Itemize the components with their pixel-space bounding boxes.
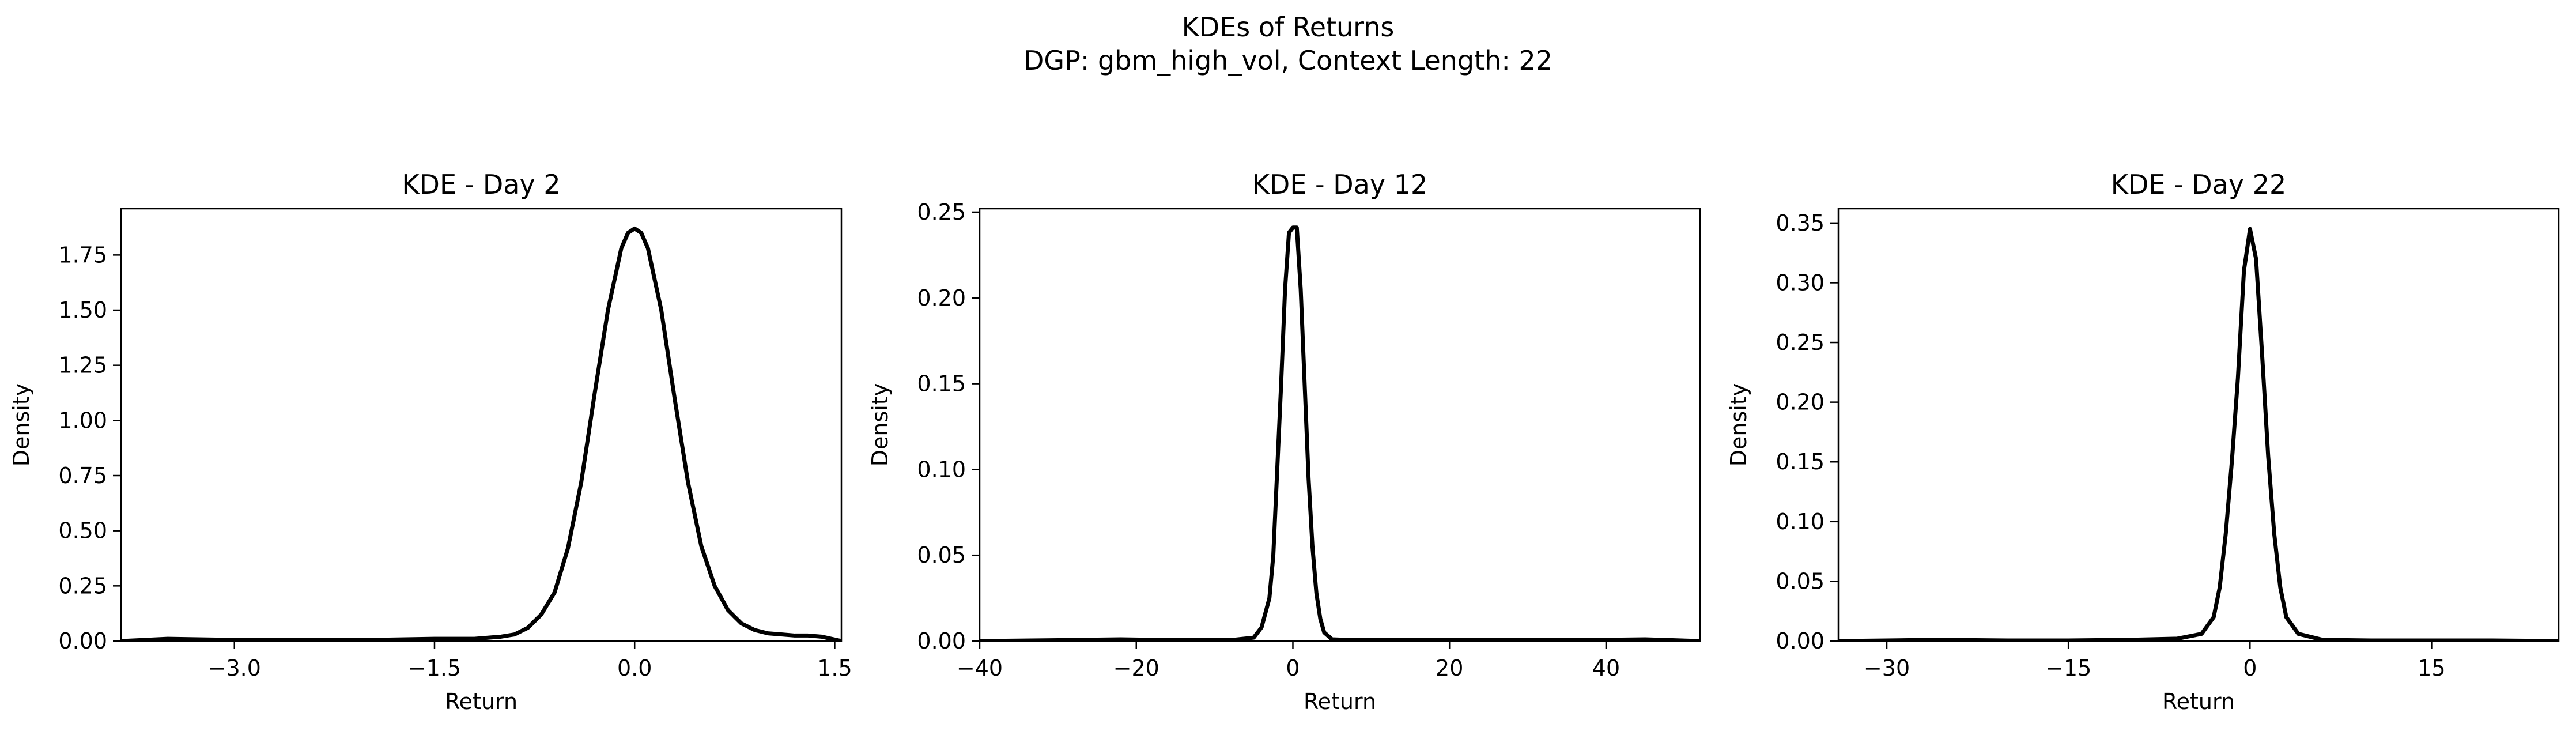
subplot-title: KDE - Day 22 xyxy=(2111,169,2286,200)
y-tick-label: 0.05 xyxy=(917,542,966,568)
kde-curve-3-1 xyxy=(1838,227,2559,641)
y-tick-label: 0.20 xyxy=(1776,390,1825,415)
figure-title-line-2: DGP: gbm_high_vol, Context Length: 22 xyxy=(1023,45,1553,76)
x-axis-label: Return xyxy=(1304,689,1376,714)
subplot-title: KDE - Day 12 xyxy=(1252,169,1427,200)
kde-curve-1-1 xyxy=(121,226,841,641)
x-tick-label: 15 xyxy=(2418,655,2445,681)
y-tick-label: 0.50 xyxy=(58,518,107,544)
x-tick-label: −1.5 xyxy=(408,655,461,681)
x-axis-label: Return xyxy=(2162,689,2235,714)
y-tick-label: 0.00 xyxy=(1776,628,1825,654)
y-tick-label: 0.05 xyxy=(1776,568,1825,594)
x-tick-label: 0.0 xyxy=(617,655,652,681)
x-axis-label: Return xyxy=(445,689,518,714)
subplot-title: KDE - Day 2 xyxy=(402,169,560,200)
x-tick-label: 40 xyxy=(1592,655,1620,681)
y-tick-label: 0.75 xyxy=(58,463,107,488)
x-tick-label: −3.0 xyxy=(208,655,261,681)
axes-frame xyxy=(120,208,843,642)
y-tick-label: 0.20 xyxy=(917,285,966,311)
x-tick-label: −30 xyxy=(1864,655,1910,681)
y-tick-label: 0.00 xyxy=(58,628,107,654)
x-tick-label: −20 xyxy=(1113,655,1159,681)
y-tick-label: 0.00 xyxy=(917,628,966,654)
y-axis-label: Density xyxy=(867,383,893,466)
y-tick-label: 0.25 xyxy=(58,573,107,598)
x-tick-label: 0 xyxy=(1286,655,1300,681)
subplot-3: −30 −15 0 15 0.00 0.05 0.10 0.15 0.20 0.25 0.30 0.3… xyxy=(1726,169,2560,714)
y-tick-label: 0.15 xyxy=(1776,449,1825,474)
y-tick-label: 1.00 xyxy=(58,408,107,433)
figure-title: KDEs of Returns DGP: gbm_high_vol, Conte… xyxy=(0,10,2576,77)
x-tick-label: −15 xyxy=(2045,655,2091,681)
y-tick-label: 0.15 xyxy=(917,371,966,397)
axes-frame xyxy=(1837,208,2560,642)
x-tick-label: 1.5 xyxy=(817,655,852,681)
kde-curve-2-1 xyxy=(980,225,1700,641)
x-tick-label: 20 xyxy=(1436,655,1463,681)
axes-frame xyxy=(979,208,1701,642)
y-tick-label: 0.10 xyxy=(1776,509,1825,534)
x-tick-label: −40 xyxy=(957,655,1003,681)
y-tick-label: 0.10 xyxy=(917,457,966,482)
y-tick-label: 1.75 xyxy=(58,242,107,267)
x-tick-label: 0 xyxy=(2243,655,2257,681)
y-tick-label: 1.50 xyxy=(58,297,107,323)
y-tick-label: 0.25 xyxy=(1776,330,1825,355)
subplot-2: −40 −20 0 20 40 0.00 0.05 0.10 0.15 0.20 0.25 KDE -… xyxy=(867,169,1701,714)
y-axis-label: Density xyxy=(9,383,34,466)
y-tick-label: 1.25 xyxy=(58,353,107,378)
y-axis-label: Density xyxy=(1726,383,1751,466)
y-tick-label: 0.30 xyxy=(1776,270,1825,295)
subplot-1: −3.0 −1.5 0.0 1.5 0.00 0.25 0.50 0.75 1.00 1.25 1.… xyxy=(9,169,852,714)
figure-title-line-1: KDEs of Returns xyxy=(1181,12,1395,43)
y-tick-label: 0.35 xyxy=(1776,210,1825,236)
y-tick-label: 0.25 xyxy=(917,199,966,225)
